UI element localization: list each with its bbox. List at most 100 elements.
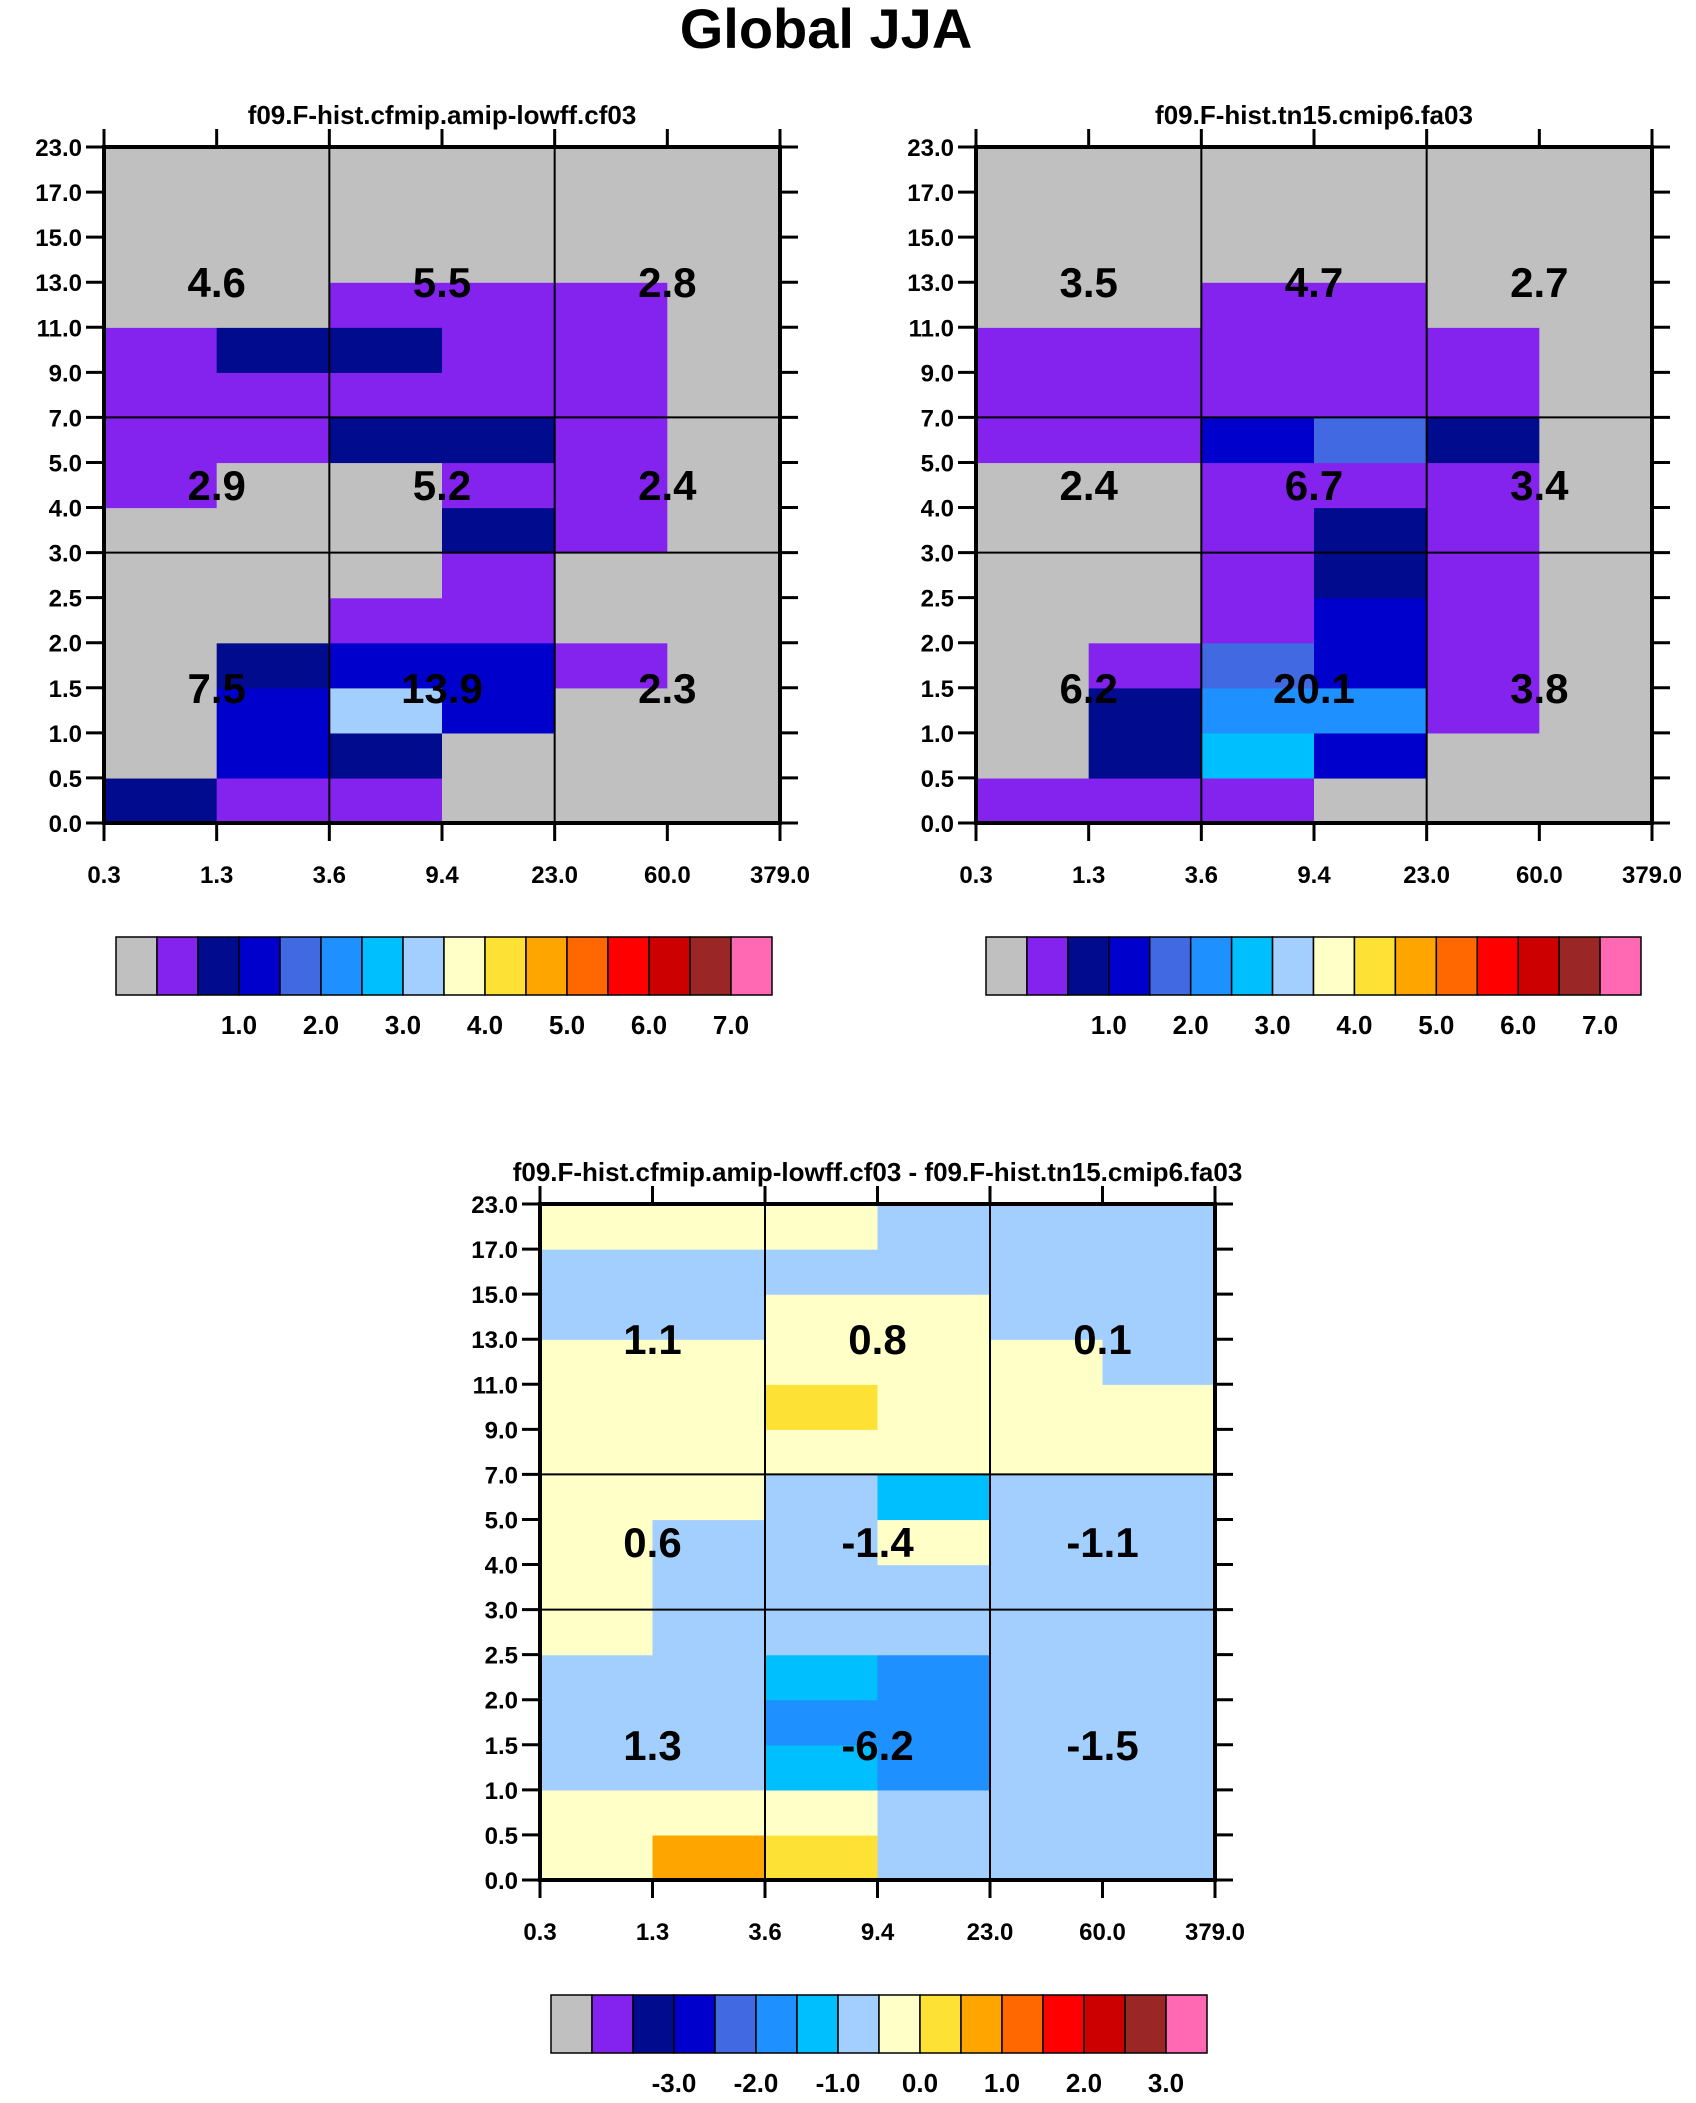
heatmap-cell — [877, 1699, 991, 1746]
heatmap-cell — [1102, 1384, 1216, 1430]
colorbar-swatch — [115, 936, 158, 996]
bin-values: 7.5 13.9 2.3 2.9 5.2 2.4 4.6 5.5 2.8 — [187, 259, 697, 712]
heatmap-cell — [1088, 282, 1202, 328]
heatmap-cell — [1201, 777, 1315, 824]
colorbar-label: 1.0 — [1091, 1010, 1127, 1040]
colorbar-label: 7.0 — [1582, 1010, 1618, 1040]
heatmap-cell — [104, 642, 218, 689]
bin-value-label: 2.4 — [1059, 462, 1118, 509]
heatmap-cell — [976, 597, 1090, 644]
colorbar-label: 3.0 — [1148, 2068, 1184, 2098]
heatmap-cell — [990, 1609, 1104, 1656]
bin-value-label: 0.1 — [1073, 1316, 1131, 1363]
heatmap-cell — [554, 237, 668, 283]
heatmap-cell — [1539, 687, 1653, 734]
heatmap-cell — [652, 1699, 766, 1746]
heatmap-cell — [329, 237, 443, 283]
y-tick-label: 15.0 — [471, 1282, 518, 1309]
x-tick-label: 3.6 — [748, 1919, 781, 1946]
heatmap-cell — [329, 507, 443, 554]
heatmap-cell — [1201, 552, 1315, 599]
y-tick-label: 23.0 — [471, 1192, 518, 1219]
heatmap-cell — [1539, 732, 1653, 779]
heatmap-cell — [329, 327, 443, 373]
y-tick-label: 15.0 — [907, 225, 954, 252]
colorbar-swatch — [197, 936, 240, 996]
heatmap-cell — [442, 417, 556, 464]
heatmap-cell — [1201, 372, 1315, 418]
x-tick-label: 1.3 — [636, 1919, 669, 1946]
heatmap-cell — [1539, 372, 1653, 418]
colorbar-label: -1.0 — [816, 2068, 861, 2098]
bin-value-label: 5.2 — [413, 462, 471, 509]
x-tick-label: 60.0 — [1079, 1919, 1126, 1946]
heatmap-cell — [1539, 642, 1653, 689]
heatmap-cell — [877, 1384, 991, 1430]
y-tick-label: 0.0 — [49, 811, 82, 838]
colorbar-swatch — [1108, 936, 1151, 996]
heatmap-cell — [216, 327, 330, 373]
heatmap-cell — [1426, 687, 1540, 734]
heatmap-cell — [1426, 777, 1540, 824]
colorbar-swatch — [673, 1994, 716, 2054]
colorbar-swatch — [156, 936, 199, 996]
x-tick-label: 379.0 — [1622, 862, 1682, 889]
heatmap-cell — [990, 1564, 1104, 1611]
colorbar-swatch — [919, 1994, 962, 2054]
heatmap-cell — [1088, 642, 1202, 689]
heatmap-panel-3: f09.F-hist.cfmip.amip-lowff.cf03 - f09.F… — [471, 1157, 1245, 2098]
y-tick-label: 4.0 — [485, 1553, 518, 1580]
y-tick-label: 9.0 — [485, 1417, 518, 1444]
y-tick-label: 0.0 — [921, 811, 954, 838]
heatmap-cell — [990, 1249, 1104, 1295]
bin-value-label: 2.8 — [638, 259, 696, 306]
heatmap-cell — [990, 1789, 1104, 1836]
bin-value-label: 5.5 — [413, 259, 471, 306]
heatmap-cell — [1539, 462, 1653, 509]
y-tick-label: 7.0 — [921, 405, 954, 432]
colorbar-swatch — [689, 936, 732, 996]
heatmap-cell — [1201, 282, 1315, 328]
colorbar-swatch — [591, 1994, 634, 2054]
heatmap-cell — [554, 597, 668, 644]
heatmap-cell — [652, 1429, 766, 1475]
heatmap-cell — [554, 282, 668, 328]
heatmap-cell — [877, 1654, 991, 1701]
heatmap-cell — [540, 1699, 654, 1746]
colorbar-swatch — [1042, 1994, 1085, 2054]
colorbar-swatch — [1394, 936, 1438, 996]
colorbar-label: 2.0 — [1173, 1010, 1209, 1040]
heatmap-cell — [1102, 1744, 1216, 1791]
y-tick-label: 13.0 — [907, 270, 954, 297]
heatmap-cell — [1426, 327, 1540, 373]
y-tick-label: 5.0 — [49, 450, 82, 477]
heatmap-cell — [1088, 777, 1202, 824]
grid-lines — [104, 147, 780, 823]
heatmap-cell — [1314, 552, 1428, 599]
y-axis: 0.0 0.5 1.0 1.5 2.0 2.5 3.0 4.0 5.0 7.0 9.0 11.0 13.… — [35, 135, 798, 838]
heatmap-cell — [667, 372, 781, 418]
colorbar-swatch — [1165, 1994, 1208, 2054]
heatmap-cell — [667, 507, 781, 554]
heatmap-cell — [1102, 1609, 1216, 1656]
heatmap-cell — [540, 1474, 654, 1521]
heatmap-cell — [540, 1519, 654, 1566]
y-tick-label: 2.0 — [921, 631, 954, 658]
y-tick-label: 23.0 — [907, 135, 954, 162]
heatmap-cell — [1102, 1834, 1216, 1881]
heatmap-cell — [1314, 147, 1428, 193]
heatmap-cell — [1314, 282, 1428, 328]
y-tick-label: 3.0 — [49, 541, 82, 568]
x-tick-label: 1.3 — [200, 862, 233, 889]
heatmap-cell — [442, 372, 556, 418]
heatmap-cell — [1539, 417, 1653, 464]
main-title: Global JJA — [680, 0, 973, 60]
bin-value-label: 2.4 — [638, 462, 697, 509]
heatmap-cell — [1201, 327, 1315, 373]
heatmap-cell — [976, 417, 1090, 464]
heatmap-cell — [765, 1249, 879, 1295]
heatmap-cell — [1088, 417, 1202, 464]
colorbar-swatch — [1476, 936, 1519, 996]
heatmap-cell — [1314, 777, 1428, 824]
heatmap-cell — [652, 1384, 766, 1430]
